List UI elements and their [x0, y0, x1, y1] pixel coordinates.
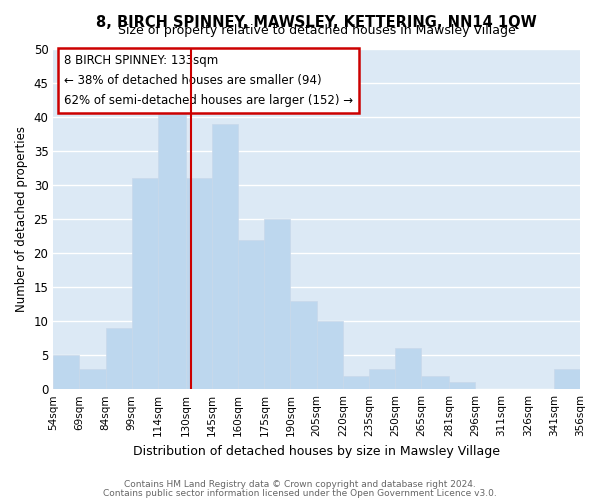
Text: Contains public sector information licensed under the Open Government Licence v3: Contains public sector information licen…	[103, 488, 497, 498]
Bar	[106, 328, 132, 389]
Bar	[132, 178, 158, 389]
Bar	[238, 240, 265, 389]
Bar	[53, 355, 79, 389]
Bar	[395, 348, 421, 389]
Bar	[186, 178, 212, 389]
Bar	[158, 110, 186, 389]
Y-axis label: Number of detached properties: Number of detached properties	[15, 126, 28, 312]
Title: 8, BIRCH SPINNEY, MAWSLEY, KETTERING, NN14 1QW: 8, BIRCH SPINNEY, MAWSLEY, KETTERING, NN…	[96, 15, 537, 30]
Bar	[343, 376, 369, 389]
Bar	[265, 219, 290, 389]
Bar	[317, 321, 343, 389]
Text: 8 BIRCH SPINNEY: 133sqm
← 38% of detached houses are smaller (94)
62% of semi-de: 8 BIRCH SPINNEY: 133sqm ← 38% of detache…	[64, 54, 353, 108]
Bar	[212, 124, 238, 389]
Bar	[554, 369, 580, 389]
Text: Contains HM Land Registry data © Crown copyright and database right 2024.: Contains HM Land Registry data © Crown c…	[124, 480, 476, 489]
Bar	[79, 369, 106, 389]
Bar	[290, 301, 317, 389]
X-axis label: Distribution of detached houses by size in Mawsley Village: Distribution of detached houses by size …	[133, 444, 500, 458]
Bar	[369, 369, 395, 389]
Bar	[421, 376, 449, 389]
Bar	[449, 382, 475, 389]
Text: Size of property relative to detached houses in Mawsley Village: Size of property relative to detached ho…	[118, 24, 515, 38]
